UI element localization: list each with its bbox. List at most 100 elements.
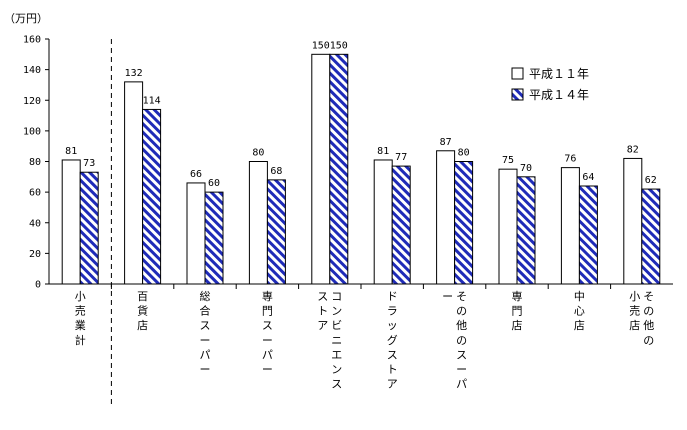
category-char: 百 [137, 290, 148, 303]
category-char: 門 [512, 305, 523, 318]
data-label-h14: 64 [582, 172, 594, 183]
category-label: 中心店 [574, 290, 585, 332]
data-label-h11: 87 [440, 137, 452, 148]
bar-h11 [373, 159, 393, 285]
bar-h14 [142, 108, 162, 285]
data-label-h11: 81 [65, 146, 77, 157]
category-char: 門 [262, 305, 273, 318]
y-tick-label: 20 [29, 249, 41, 260]
category-char: の [456, 334, 467, 347]
bar-h11 [436, 150, 456, 285]
category-char: 店 [512, 318, 523, 332]
y-tick-label: 120 [23, 96, 41, 107]
category-label: 百貨店 [137, 290, 148, 332]
data-label-h14: 114 [143, 95, 161, 106]
data-label-h14: 60 [208, 178, 220, 189]
bar-h11 [186, 182, 206, 285]
category-char: 他 [643, 319, 654, 332]
category-char: ト [387, 363, 398, 376]
data-label-h11: 76 [564, 154, 576, 165]
bar-h14 [516, 176, 536, 285]
y-axis-unit-label: （万円） [4, 12, 48, 25]
data-label-h11: 81 [377, 146, 389, 157]
category-char: の [643, 305, 654, 318]
category-char: の [456, 305, 467, 318]
data-label-h14: 150 [330, 40, 348, 51]
category-char: グ [387, 333, 398, 347]
category-char: 売 [75, 305, 86, 318]
bar-h14 [578, 185, 598, 285]
category-char: 店 [574, 318, 585, 332]
category-char: ー [262, 334, 273, 347]
category-char: ラ [387, 305, 398, 318]
category-labels-group: 小売業計百貨店総合スーパー専門スーパーコンビニエンスストアドラッグストアその他の… [75, 289, 655, 391]
legend-swatch-h14 [511, 88, 524, 101]
category-char: パ [456, 378, 467, 391]
category-char: 売 [629, 305, 640, 318]
category-char: ス [331, 378, 342, 391]
data-label-h14: 62 [645, 175, 657, 186]
data-label-h14: 80 [458, 148, 470, 159]
category-char: エ [331, 348, 342, 361]
y-tick-label: 40 [29, 218, 41, 229]
category-char: ー [200, 363, 211, 376]
y-tick-label: 60 [29, 188, 41, 199]
bar-h14 [79, 171, 99, 285]
category-char: ス [317, 290, 328, 303]
data-labels-group: 81 73 132 114 66 60 80 68 150 150 81 77 87 80 75 70 76 64… [65, 40, 657, 189]
category-char: ー [200, 334, 211, 347]
category-char: ニ [331, 334, 342, 347]
category-char: 業 [75, 319, 86, 332]
category-char: の [643, 334, 654, 347]
data-label-h14: 77 [395, 152, 407, 163]
bar-h14 [204, 191, 224, 285]
category-char: ス [200, 319, 211, 332]
bar-h11 [311, 53, 331, 285]
category-char: ア [387, 378, 398, 391]
bar-h11 [124, 81, 144, 285]
category-char: パ [200, 348, 211, 361]
category-char: そ [456, 290, 467, 303]
data-label-h11: 82 [627, 144, 639, 155]
category-char: ト [317, 305, 328, 318]
data-label-h11: 66 [190, 169, 202, 180]
data-label-h14: 73 [83, 158, 95, 169]
category-char: ン [331, 305, 342, 318]
data-label-h11: 132 [125, 68, 143, 79]
bar-h11 [248, 161, 268, 285]
category-char: ド [387, 290, 398, 303]
category-char: 専 [262, 290, 273, 303]
category-char: ッ [387, 319, 398, 332]
category-char: ア [317, 319, 328, 332]
bar-h14 [266, 179, 286, 285]
category-char: 他 [456, 319, 467, 332]
category-char: ス [456, 348, 467, 361]
data-label-h14: 68 [270, 166, 282, 177]
y-tick-label: 100 [23, 126, 41, 137]
category-char: 小 [75, 290, 86, 303]
category-char: 店 [629, 318, 640, 332]
bar-h14 [641, 188, 661, 285]
category-char: 貨 [137, 304, 148, 318]
category-char: コ [331, 290, 342, 303]
category-char: 計 [75, 333, 86, 347]
category-char: 中 [574, 290, 585, 303]
data-label-h11: 75 [502, 155, 514, 166]
y-tick-label: 160 [23, 35, 41, 46]
bar-h11 [61, 159, 81, 285]
category-char: ビ [331, 319, 342, 332]
bar-h11 [498, 168, 518, 285]
data-label-h11: 150 [312, 40, 330, 51]
category-char: 小 [629, 290, 640, 303]
bar-h14 [454, 161, 474, 285]
category-char: 専 [512, 290, 523, 303]
data-label-h11: 80 [252, 148, 264, 159]
